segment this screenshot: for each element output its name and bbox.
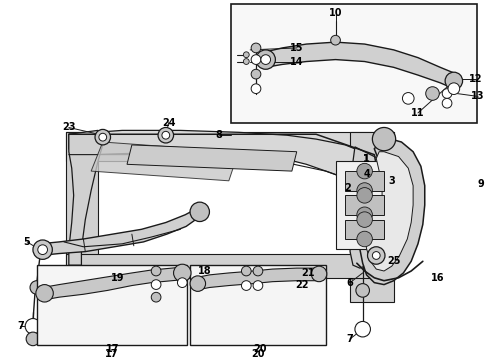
Bar (345, 171, 384, 190)
Text: 12: 12 (469, 74, 483, 84)
Circle shape (30, 281, 44, 294)
Circle shape (190, 202, 209, 221)
Circle shape (372, 252, 380, 259)
Bar (345, 220, 384, 239)
Text: 2: 2 (344, 183, 350, 193)
Polygon shape (66, 132, 394, 161)
Text: 1: 1 (363, 153, 370, 163)
Circle shape (38, 245, 48, 255)
Bar (231, 4, 477, 123)
Text: 11: 11 (411, 108, 425, 118)
Circle shape (190, 276, 206, 291)
Polygon shape (66, 253, 394, 278)
Polygon shape (350, 132, 394, 302)
Text: 23: 23 (62, 122, 75, 132)
Circle shape (162, 131, 170, 139)
Circle shape (99, 133, 107, 141)
Circle shape (151, 266, 161, 276)
Text: 19: 19 (111, 273, 124, 283)
Polygon shape (69, 130, 379, 186)
Circle shape (173, 264, 191, 282)
Circle shape (448, 83, 460, 94)
Text: 7: 7 (17, 321, 24, 331)
Text: 5: 5 (24, 237, 30, 247)
Circle shape (372, 127, 395, 151)
Circle shape (242, 266, 251, 276)
Polygon shape (43, 267, 182, 300)
Circle shape (95, 129, 111, 145)
Circle shape (445, 72, 463, 90)
Text: 22: 22 (295, 280, 308, 289)
Circle shape (177, 278, 187, 288)
Text: 24: 24 (162, 118, 175, 127)
Polygon shape (195, 268, 321, 291)
Circle shape (357, 183, 372, 198)
Circle shape (251, 84, 261, 94)
Circle shape (357, 231, 372, 247)
Circle shape (242, 281, 251, 291)
Polygon shape (69, 130, 103, 265)
Text: 7: 7 (347, 334, 353, 344)
Polygon shape (350, 147, 389, 268)
Circle shape (151, 292, 161, 302)
Bar (37, 265, 187, 345)
Text: 3: 3 (389, 176, 395, 186)
Circle shape (251, 69, 261, 79)
Circle shape (26, 332, 40, 346)
Circle shape (25, 319, 41, 334)
Text: 6: 6 (347, 278, 353, 288)
Circle shape (426, 87, 440, 100)
Circle shape (368, 247, 385, 264)
Polygon shape (357, 137, 425, 285)
Circle shape (33, 240, 52, 259)
Circle shape (357, 163, 372, 179)
Text: 20: 20 (251, 350, 265, 359)
Circle shape (442, 89, 452, 98)
Polygon shape (365, 152, 413, 271)
Circle shape (244, 52, 249, 58)
Text: 4: 4 (363, 169, 370, 179)
Polygon shape (91, 142, 239, 181)
Circle shape (158, 127, 173, 143)
Text: 16: 16 (431, 273, 444, 283)
Text: 15: 15 (290, 43, 303, 53)
Polygon shape (66, 132, 98, 278)
Text: 14: 14 (290, 57, 303, 67)
Bar (345, 195, 384, 215)
Circle shape (357, 212, 372, 228)
Bar (190, 265, 326, 345)
Text: 20: 20 (253, 343, 267, 354)
Text: 1: 1 (363, 153, 370, 163)
Circle shape (402, 93, 414, 104)
Circle shape (311, 266, 327, 282)
Circle shape (442, 98, 452, 108)
Text: 21: 21 (302, 268, 315, 278)
Circle shape (253, 266, 263, 276)
Text: 13: 13 (471, 91, 485, 102)
Circle shape (256, 50, 275, 69)
Circle shape (253, 281, 263, 291)
Circle shape (261, 55, 270, 64)
Circle shape (356, 284, 369, 297)
Polygon shape (266, 42, 457, 89)
Circle shape (36, 285, 53, 302)
Circle shape (357, 188, 372, 203)
Text: 18: 18 (198, 266, 211, 276)
Circle shape (251, 43, 261, 53)
Circle shape (251, 55, 261, 64)
Text: 17: 17 (106, 343, 119, 354)
Circle shape (151, 280, 161, 289)
Text: 10: 10 (329, 8, 343, 18)
Circle shape (244, 59, 249, 64)
Text: 17: 17 (105, 350, 118, 359)
Text: 8: 8 (216, 130, 222, 140)
Polygon shape (40, 207, 200, 256)
Text: 25: 25 (387, 256, 400, 266)
Circle shape (355, 321, 370, 337)
Circle shape (331, 35, 341, 45)
Circle shape (357, 207, 372, 222)
Text: 9: 9 (478, 179, 485, 189)
Bar (336, 161, 398, 249)
Polygon shape (127, 145, 297, 171)
